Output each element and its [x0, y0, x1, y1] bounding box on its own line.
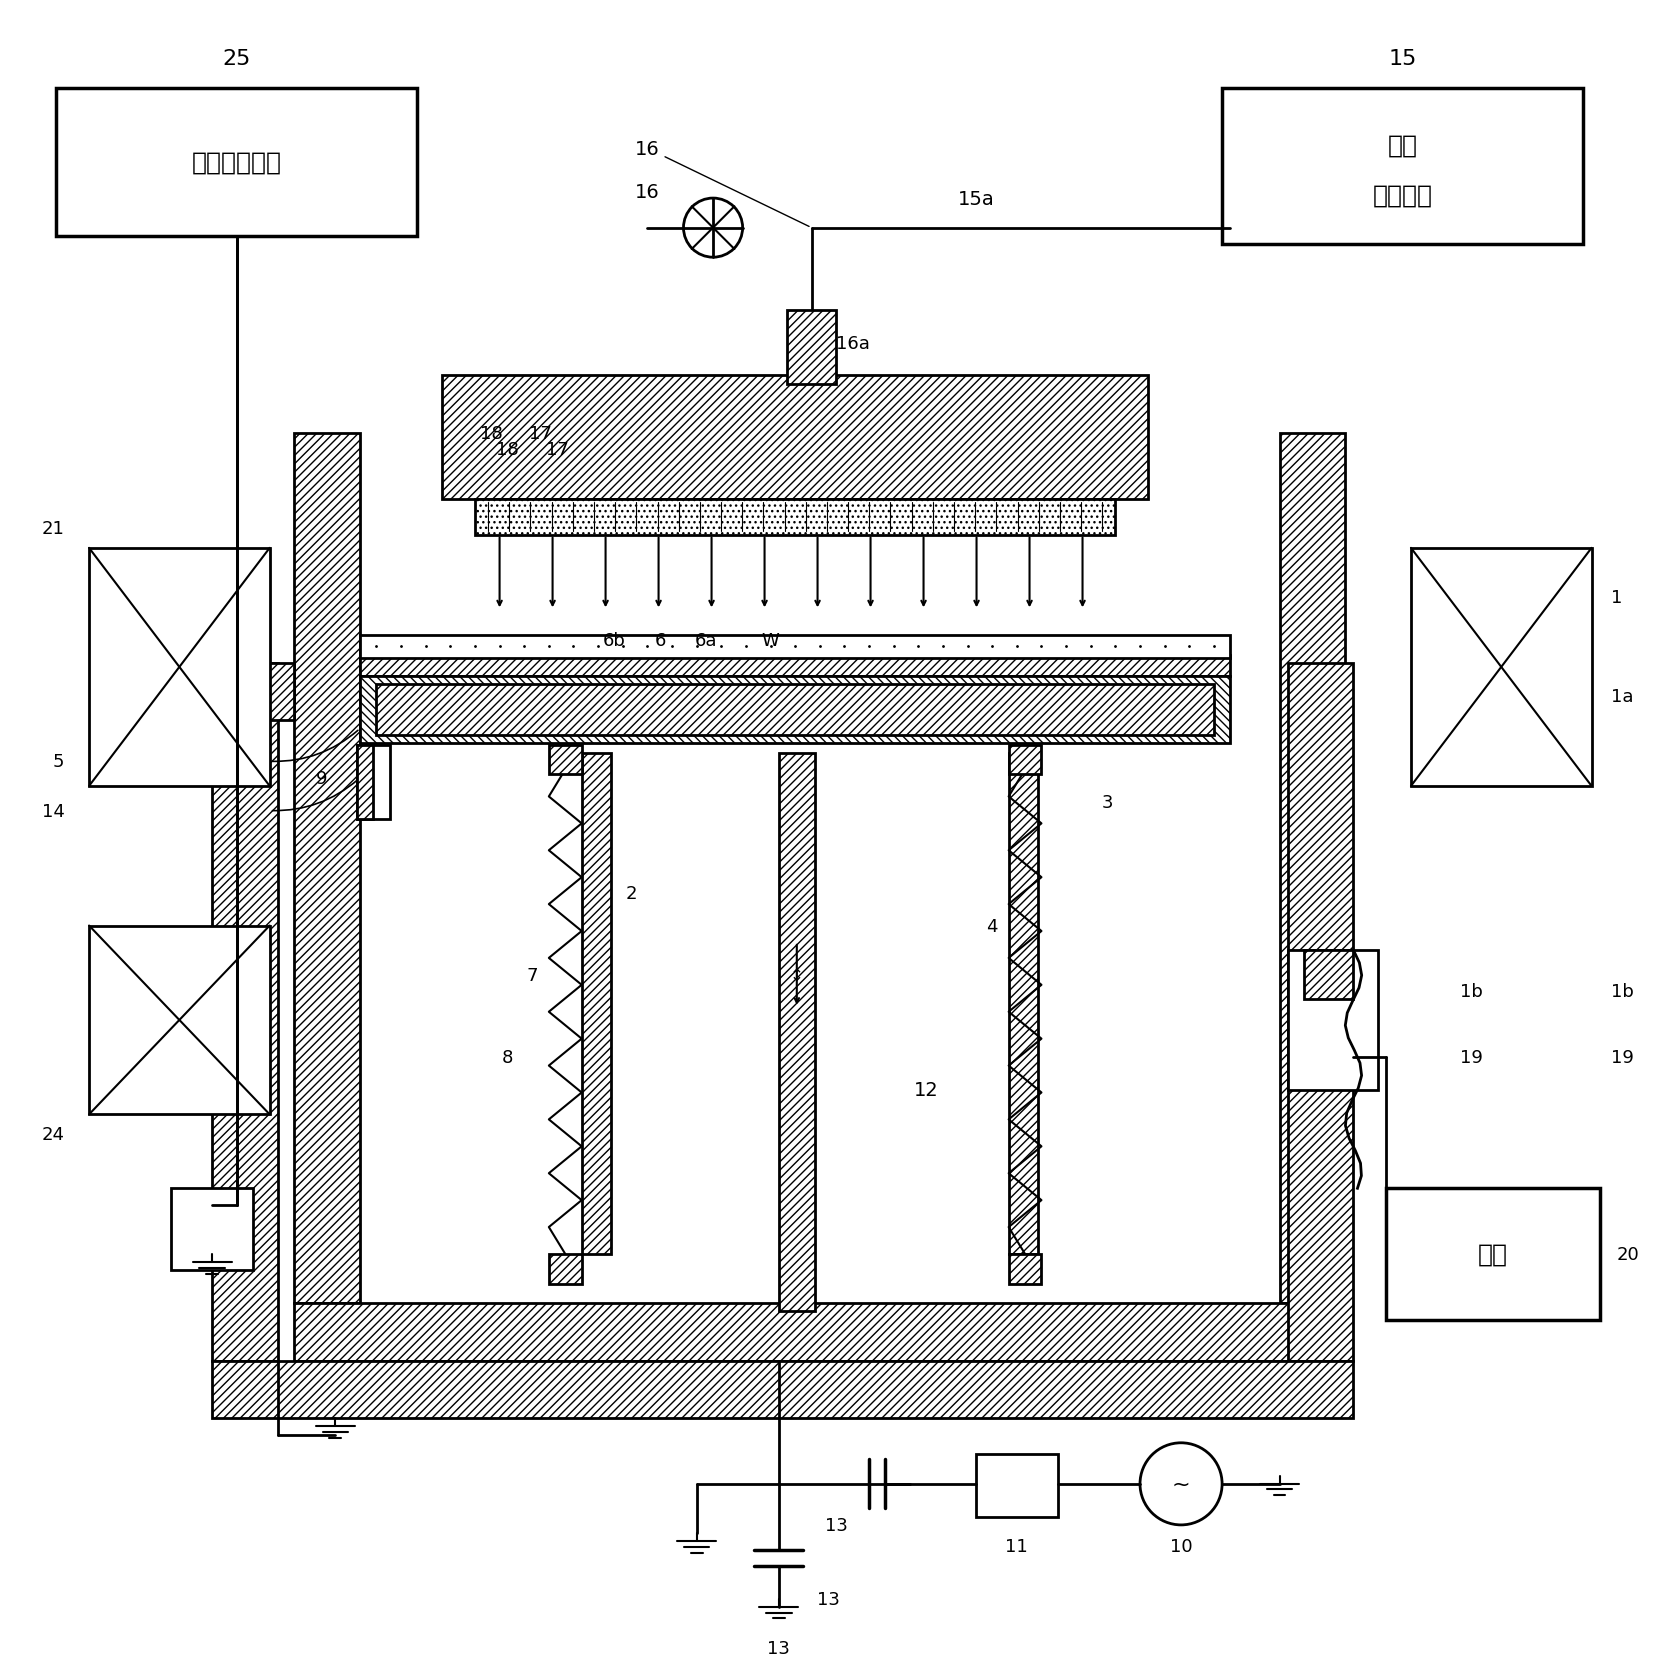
Bar [442, 376, 1147, 499]
Text: 1: 1 [1610, 589, 1622, 607]
Text: 17: 17 [544, 441, 568, 459]
Text: 13: 13 [824, 1516, 847, 1534]
Bar [356, 745, 389, 819]
Bar [89, 925, 270, 1115]
Bar [1410, 549, 1590, 787]
Text: 12: 12 [914, 1080, 938, 1100]
Bar [212, 664, 295, 721]
Bar [376, 684, 1213, 735]
Text: 气体供给: 气体供给 [1372, 183, 1432, 206]
Bar [1008, 1255, 1041, 1283]
Bar [212, 1361, 1352, 1418]
Text: 8: 8 [501, 1048, 513, 1067]
Text: 6b: 6b [602, 631, 626, 649]
Text: 20: 20 [1615, 1245, 1638, 1263]
Text: 1a: 1a [1610, 687, 1633, 706]
Bar [1288, 664, 1352, 1361]
Text: 14: 14 [41, 802, 65, 820]
Bar [359, 677, 1230, 744]
Text: ~: ~ [1172, 1474, 1190, 1494]
Text: 1b: 1b [1460, 983, 1483, 1000]
Text: 19: 19 [1610, 1048, 1633, 1067]
Text: 4: 4 [986, 917, 998, 935]
Bar [295, 434, 359, 1303]
Text: 17: 17 [530, 424, 551, 443]
Bar [786, 311, 836, 384]
Text: ↕: ↕ [789, 967, 803, 983]
Text: 旋转式驱动器: 旋转式驱动器 [192, 151, 281, 175]
Text: 24: 24 [41, 1125, 65, 1143]
Text: 19: 19 [1460, 1048, 1483, 1067]
Text: 排气: 排气 [1478, 1243, 1508, 1266]
Text: 15: 15 [1387, 50, 1417, 70]
Text: 15a: 15a [957, 190, 993, 208]
Bar [359, 656, 1230, 677]
Bar [212, 664, 278, 1361]
Text: W: W [761, 631, 780, 649]
Bar [548, 1255, 581, 1283]
Text: 13: 13 [816, 1589, 839, 1607]
Bar [356, 745, 372, 819]
Bar [1008, 754, 1038, 1255]
Bar [89, 549, 270, 787]
Bar [975, 1454, 1058, 1518]
Text: 9: 9 [316, 769, 328, 787]
Text: 气体: 气体 [1387, 133, 1417, 156]
Bar [56, 88, 417, 236]
Bar [475, 499, 1115, 536]
Text: 16: 16 [634, 183, 659, 201]
Text: 6a: 6a [695, 631, 717, 649]
Text: 16a: 16a [836, 334, 869, 353]
Bar [778, 754, 814, 1311]
Text: 2: 2 [626, 884, 636, 902]
Text: 11: 11 [1005, 1538, 1028, 1556]
Text: 16: 16 [634, 140, 809, 228]
Bar [1288, 950, 1377, 1090]
Text: 18: 18 [480, 424, 503, 443]
Text: 5: 5 [53, 752, 65, 770]
Bar [1385, 1188, 1599, 1320]
Text: 7: 7 [526, 967, 538, 983]
Bar [359, 636, 1230, 659]
Text: 25: 25 [222, 50, 252, 70]
Bar [1304, 950, 1352, 1000]
Text: 13: 13 [766, 1639, 789, 1657]
Text: 18: 18 [496, 441, 520, 459]
Bar [170, 1188, 253, 1271]
Bar [581, 754, 611, 1255]
Bar [1221, 88, 1582, 245]
Bar [295, 1303, 1344, 1361]
Text: 6: 6 [654, 631, 665, 649]
Text: 10: 10 [1168, 1538, 1192, 1556]
Bar [1279, 434, 1344, 1303]
Text: 21: 21 [41, 519, 65, 537]
Bar [548, 745, 581, 775]
Text: 3: 3 [1101, 794, 1112, 812]
Bar [1008, 745, 1041, 775]
Text: 1b: 1b [1610, 983, 1633, 1000]
